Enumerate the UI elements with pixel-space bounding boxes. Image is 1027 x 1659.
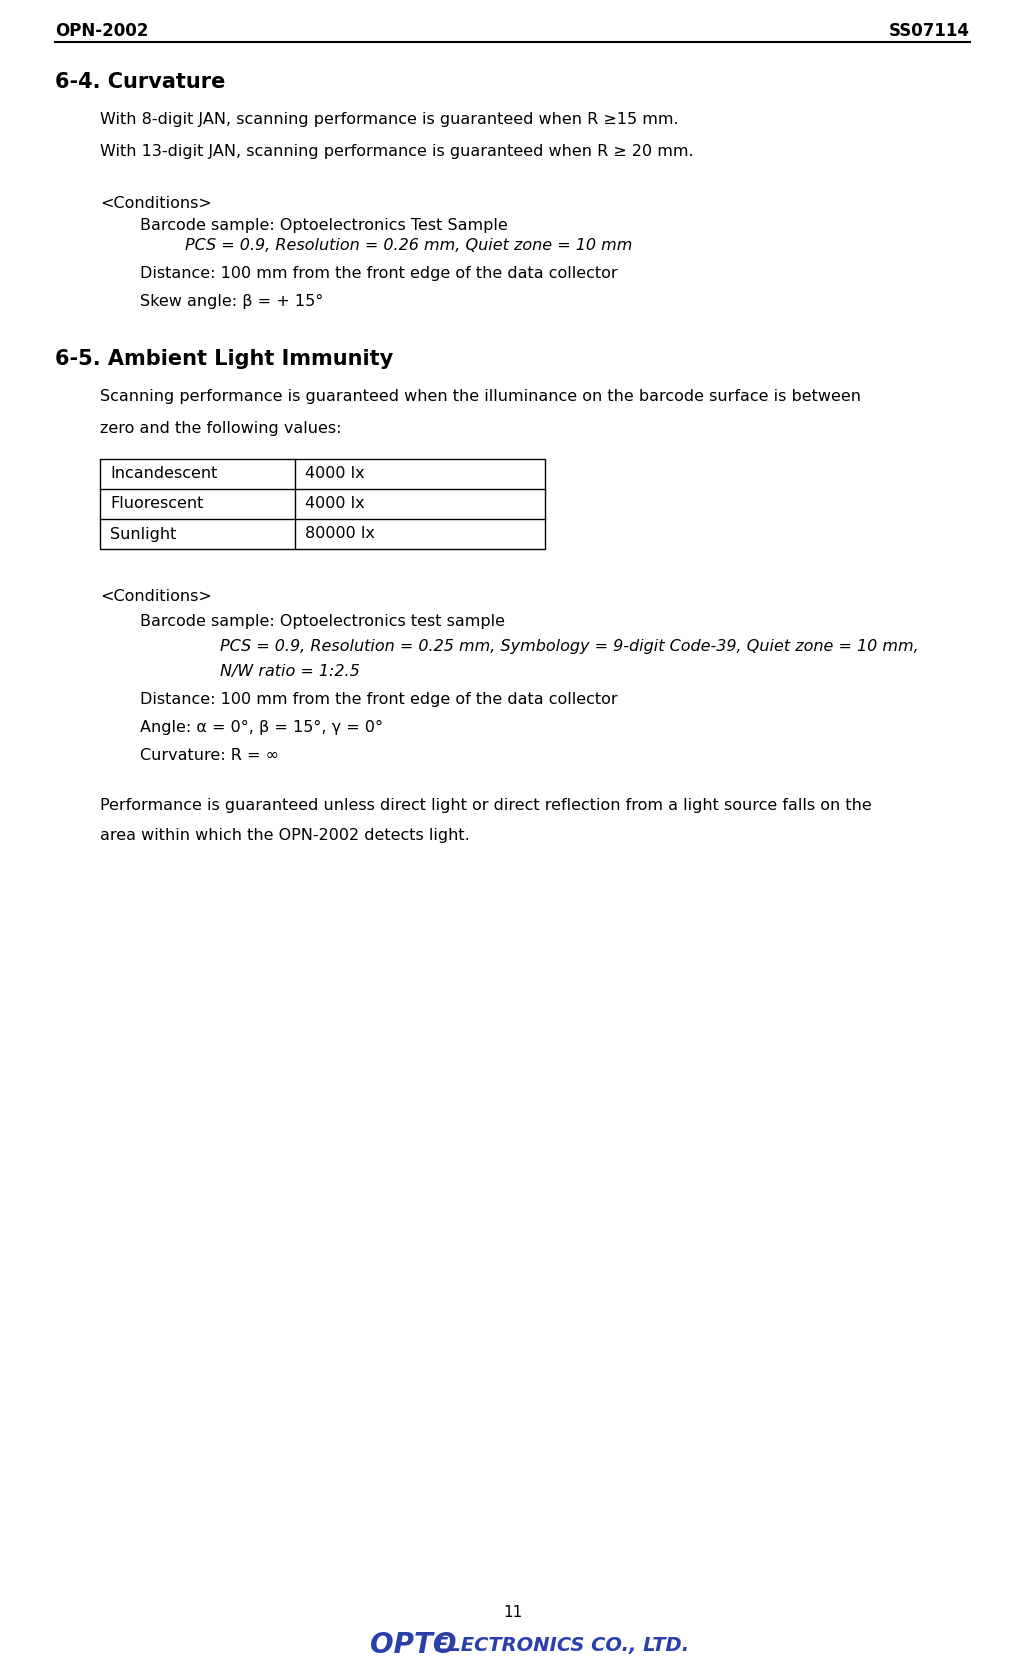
Text: 6-5. Ambient Light Immunity: 6-5. Ambient Light Immunity — [55, 348, 393, 368]
Text: Sunlight: Sunlight — [110, 526, 177, 541]
Text: Angle: α = 0°, β = 15°, γ = 0°: Angle: α = 0°, β = 15°, γ = 0° — [140, 720, 383, 735]
Text: <Conditions>: <Conditions> — [100, 589, 212, 604]
Text: Barcode sample: Optoelectronics test sample: Barcode sample: Optoelectronics test sam… — [140, 614, 505, 629]
Text: N/W ratio = 1:2.5: N/W ratio = 1:2.5 — [220, 664, 359, 679]
Text: area within which the OPN-2002 detects light.: area within which the OPN-2002 detects l… — [100, 828, 469, 843]
Text: 80000 lx: 80000 lx — [305, 526, 375, 541]
Text: PCS = 0.9, Resolution = 0.26 mm, Quiet zone = 10 mm: PCS = 0.9, Resolution = 0.26 mm, Quiet z… — [185, 237, 633, 254]
Text: Fluorescent: Fluorescent — [110, 496, 203, 511]
Text: Performance is guaranteed unless direct light or direct reflection from a light : Performance is guaranteed unless direct … — [100, 798, 872, 813]
Text: 4000 lx: 4000 lx — [305, 496, 365, 511]
Text: Distance: 100 mm from the front edge of the data collector: Distance: 100 mm from the front edge of … — [140, 692, 617, 707]
Text: OPTO: OPTO — [370, 1631, 456, 1659]
Text: <Conditions>: <Conditions> — [100, 196, 212, 211]
Text: Barcode sample: Optoelectronics Test Sample: Barcode sample: Optoelectronics Test Sam… — [140, 217, 507, 232]
Text: Incandescent: Incandescent — [110, 466, 218, 481]
Text: ELECTRONICS CO., LTD.: ELECTRONICS CO., LTD. — [435, 1636, 689, 1654]
Text: PCS = 0.9, Resolution = 0.25 mm, Symbology = 9-digit Code-39, Quiet zone = 10 mm: PCS = 0.9, Resolution = 0.25 mm, Symbolo… — [220, 639, 919, 654]
Text: With 13-digit JAN, scanning performance is guaranteed when R ≥ 20 mm.: With 13-digit JAN, scanning performance … — [100, 144, 693, 159]
Text: With 8-digit JAN, scanning performance is guaranteed when R ≥15 mm.: With 8-digit JAN, scanning performance i… — [100, 113, 679, 128]
Bar — [100, 460, 545, 549]
Text: 4000 lx: 4000 lx — [305, 466, 365, 481]
Text: OPN-2002: OPN-2002 — [55, 22, 148, 40]
Text: Curvature: R = ∞: Curvature: R = ∞ — [140, 748, 279, 763]
Text: zero and the following values:: zero and the following values: — [100, 421, 342, 436]
Text: Distance: 100 mm from the front edge of the data collector: Distance: 100 mm from the front edge of … — [140, 265, 617, 280]
Text: SS07114: SS07114 — [889, 22, 969, 40]
Text: Scanning performance is guaranteed when the illuminance on the barcode surface i: Scanning performance is guaranteed when … — [100, 388, 861, 405]
Text: 6-4. Curvature: 6-4. Curvature — [55, 71, 225, 91]
Text: Skew angle: β = + 15°: Skew angle: β = + 15° — [140, 294, 324, 309]
Text: 11: 11 — [503, 1604, 523, 1619]
